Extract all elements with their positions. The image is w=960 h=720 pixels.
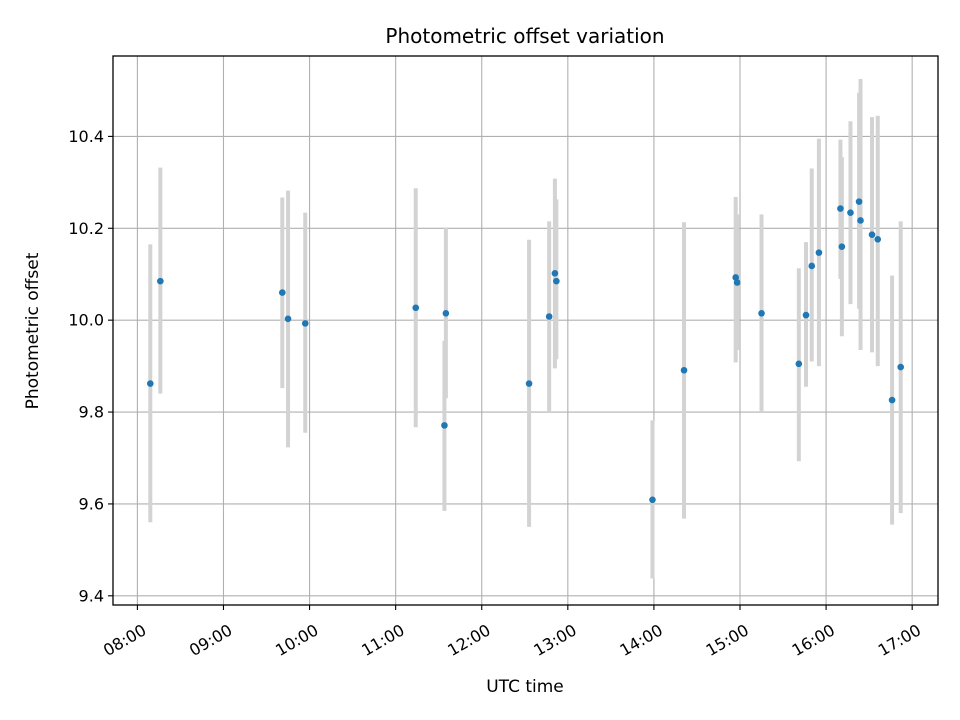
data-point [551,270,559,277]
data-point [808,262,816,270]
data-point [874,236,882,243]
data-point [795,360,803,368]
data-point [147,380,154,387]
data-point [545,313,553,320]
data-point [732,274,739,281]
chart-title: Photometric offset variation [385,24,664,48]
data-point [888,396,896,404]
y-tick-label: 10.0 [68,311,104,330]
data-point [838,243,846,250]
data-point [857,217,864,224]
data-point [837,205,844,212]
data-point [157,277,164,285]
data-point [284,315,292,323]
y-tick-label: 9.4 [79,586,104,605]
data-point [758,309,765,317]
data-point [649,496,656,504]
data-point [868,231,876,239]
data-point [301,320,309,327]
plot-frame [112,55,939,606]
x-axis-label: UTC time [486,677,564,697]
y-axis-label: Photometric offset [23,252,43,409]
data-point [847,209,854,216]
y-axis: 9.4 9.6 9.8 10.0 10.2 10.4 [68,127,113,605]
y-tick-label: 9.8 [79,403,104,422]
y-tick-label: 10.4 [68,127,104,146]
data-point [442,309,450,317]
data-points [147,198,904,504]
data-point [815,249,823,256]
data-point [525,380,533,387]
y-tick-label: 9.6 [79,494,104,513]
data-point [680,366,688,374]
data-point [553,277,560,285]
data-point [802,311,810,319]
data-point [412,304,420,312]
y-tick-label: 10.2 [68,219,104,238]
data-point [855,198,863,205]
data-point [897,363,904,371]
data-point [441,422,448,429]
data-point [279,289,286,296]
data-point [733,279,741,286]
